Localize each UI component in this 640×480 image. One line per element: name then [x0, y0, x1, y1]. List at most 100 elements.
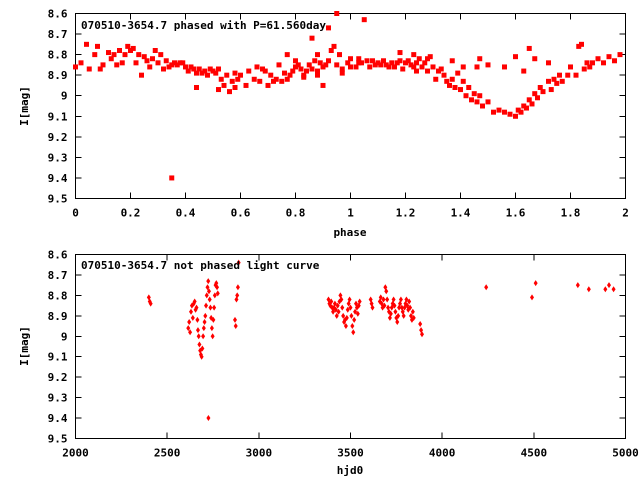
data-point [339, 296, 344, 303]
data-point [111, 52, 117, 58]
data-point [191, 66, 197, 72]
data-point [584, 60, 590, 66]
data-point [235, 76, 241, 82]
y-tick-label: 9 [61, 330, 68, 343]
data-point [199, 70, 205, 76]
data-point [411, 314, 416, 321]
y-axis-ticks: 8.6 8.7 8.8 8.9 9 9.1 9.2 9.3 9.4 9.5 [48, 8, 626, 206]
data-point [215, 290, 220, 297]
data-point [221, 82, 227, 88]
data-point [229, 78, 235, 84]
y-axis-label: I[mag] [18, 86, 31, 126]
data-point [243, 82, 249, 88]
data-point [136, 52, 142, 58]
data-point [356, 60, 362, 66]
x-tick-label: 0.8 [286, 207, 306, 220]
data-point [169, 175, 175, 181]
data-point [485, 62, 491, 68]
data-point [386, 64, 392, 70]
data-point [383, 62, 389, 68]
data-point [144, 58, 150, 64]
data-point [262, 68, 268, 74]
data-point [601, 60, 606, 66]
data-point [169, 62, 175, 68]
data-point [125, 43, 131, 49]
data-point [507, 111, 513, 117]
data-point [477, 56, 483, 62]
data-point [418, 321, 423, 328]
data-point [309, 66, 315, 72]
data-point [84, 41, 89, 47]
data-point [449, 58, 455, 64]
data-point [332, 300, 337, 307]
data-point [155, 60, 161, 66]
data-point [344, 314, 349, 321]
x-tick-label: 0.2 [121, 207, 141, 220]
data-point [212, 304, 217, 311]
data-point [411, 64, 417, 70]
data-point [195, 316, 200, 323]
data-point [233, 323, 238, 330]
data-point [320, 64, 326, 70]
data-point [350, 323, 355, 330]
unphased-light-curve-panel: 8.6 8.7 8.8 8.9 9 9.1 9.2 9.3 9.4 9.5 2000 2500 300… [18, 249, 639, 478]
x-axis-label: phase [333, 226, 366, 239]
data-point [343, 323, 348, 330]
y-tick-label: 9.2 [48, 371, 68, 384]
y-tick-label: 8.7 [48, 269, 68, 282]
data-point [333, 306, 338, 313]
data-point [345, 306, 350, 313]
data-point [372, 62, 378, 68]
data-point [404, 296, 409, 303]
data-point [590, 60, 595, 66]
data-point [452, 85, 458, 90]
data-point [236, 259, 241, 266]
data-point [205, 72, 210, 78]
data-point [433, 76, 439, 82]
data-point [348, 304, 353, 311]
data-point [447, 82, 452, 88]
data-points [73, 11, 623, 181]
data-point [513, 113, 518, 119]
data-point [233, 316, 237, 323]
data-point [414, 68, 419, 74]
data-point [348, 56, 353, 62]
data-point [186, 325, 191, 332]
data-point [192, 298, 197, 305]
y-tick-label: 8.9 [48, 310, 68, 323]
data-point [595, 56, 601, 62]
data-point [586, 286, 591, 293]
data-point [521, 103, 527, 109]
data-point [213, 70, 219, 76]
data-point [524, 105, 529, 111]
y-axis-ticks: 8.6 8.7 8.8 8.9 9 9.1 9.2 9.3 9.4 9.5 [48, 249, 626, 446]
data-point [458, 87, 463, 93]
data-point [408, 304, 413, 311]
data-point [163, 58, 169, 64]
data-point [108, 56, 114, 62]
x-tick-label: 0 [72, 207, 79, 220]
data-point [455, 70, 461, 76]
y-tick-label: 8.8 [48, 49, 68, 62]
data-point [209, 325, 214, 332]
data-point [477, 93, 483, 99]
data-point [513, 54, 518, 60]
data-point [190, 314, 195, 321]
data-point [575, 282, 580, 289]
y-tick-label: 9.4 [48, 412, 68, 425]
data-point [460, 64, 466, 70]
data-point [340, 304, 345, 311]
data-point [204, 292, 209, 299]
y-tick-label: 9.3 [48, 392, 68, 405]
data-point [206, 288, 211, 295]
data-point [398, 296, 403, 303]
data-point [357, 298, 362, 305]
data-point [521, 68, 527, 74]
y-tick-label: 9 [61, 90, 68, 103]
data-point [195, 327, 200, 334]
data-point [227, 89, 232, 95]
data-point [196, 333, 201, 340]
plot-frame [75, 13, 626, 199]
data-point [425, 68, 430, 74]
plot-frame [75, 254, 626, 439]
